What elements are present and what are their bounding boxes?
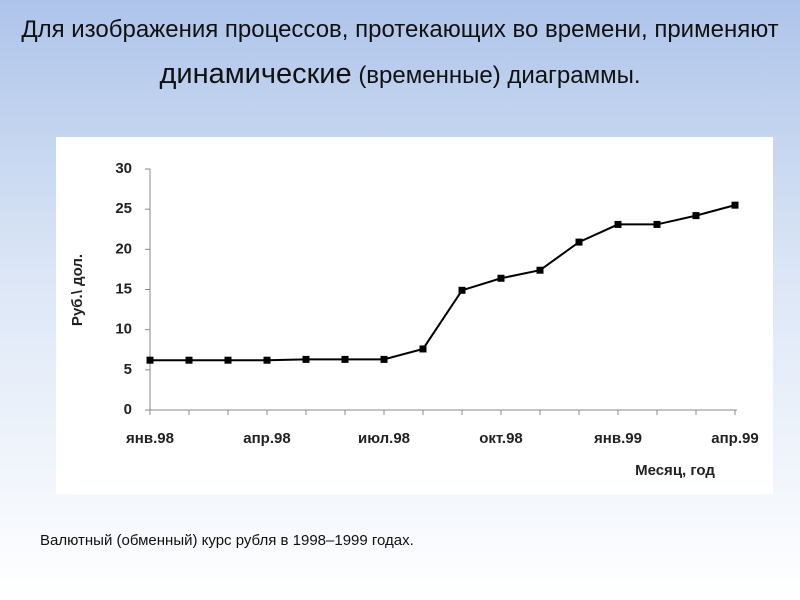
point	[536, 266, 544, 274]
point	[692, 212, 700, 220]
x-tick-label: апр.98	[243, 430, 290, 447]
y-axis-label: Руб.\ дол.	[69, 254, 86, 326]
y-tick-label: 10	[115, 321, 132, 338]
point	[185, 356, 193, 364]
point	[341, 355, 349, 363]
title-start: Для изображения процессов, протекающих в…	[21, 16, 779, 43]
y-tick-label: 20	[115, 240, 132, 257]
point	[497, 274, 505, 282]
x-axis-label: Месяц, год	[635, 462, 715, 479]
point	[302, 355, 310, 363]
caption: Валютный (обменный) курс рубля в 1998–19…	[40, 532, 414, 549]
point	[419, 345, 427, 353]
y-tick-label: 0	[124, 401, 132, 418]
x-tick-label: апр.99	[711, 430, 758, 447]
y-tick-label: 15	[115, 280, 132, 297]
y-tick-label: 30	[115, 160, 132, 177]
chart-area	[56, 137, 773, 494]
slide-title: Для изображения процессов, протекающих в…	[20, 8, 780, 98]
x-tick-label: янв.98	[126, 430, 174, 447]
point	[575, 238, 583, 246]
x-tick-label: янв.99	[594, 430, 642, 447]
point	[224, 356, 232, 364]
point	[731, 201, 739, 209]
title-emphasis: динамические	[159, 58, 352, 90]
line	[150, 204, 736, 362]
point	[458, 286, 466, 294]
y-tick-label: 5	[124, 361, 132, 378]
point	[380, 355, 388, 363]
x-tick-label: июл.98	[358, 430, 410, 447]
title-end: (временные) диаграммы.	[358, 62, 641, 89]
point	[146, 356, 154, 364]
y-tick-label: 25	[115, 200, 132, 217]
point	[263, 356, 271, 364]
point	[614, 220, 622, 228]
point	[653, 220, 661, 228]
x-tick-label: окт.98	[479, 430, 523, 447]
